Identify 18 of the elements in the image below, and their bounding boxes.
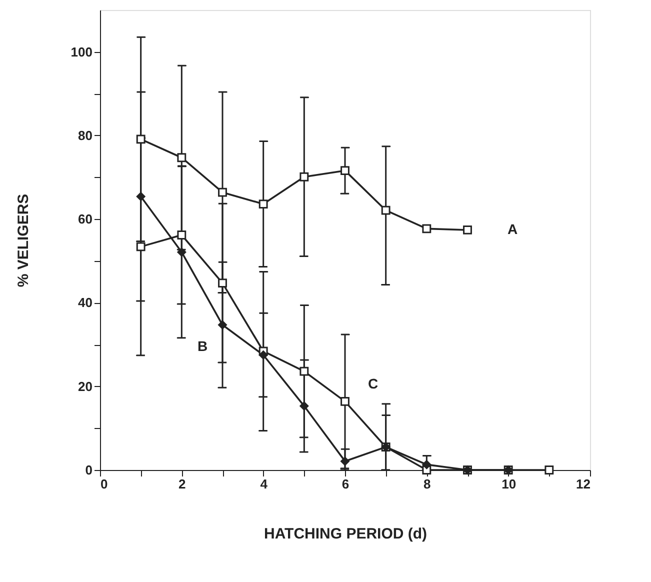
y-tick-label: 60 (78, 212, 92, 227)
y-axis-title: % VELIGERS (14, 194, 32, 288)
x-tick-label: 6 (342, 476, 350, 492)
series-label: C (368, 375, 378, 392)
y-tick-label: 20 (78, 378, 92, 394)
x-tick-label: 8 (424, 476, 431, 492)
x-tick-label: 0 (100, 476, 108, 492)
x-tick-label: 4 (260, 476, 268, 492)
series-label: B (197, 338, 208, 354)
x-axis-title: HATCHING PERIOD (d) (264, 526, 428, 542)
y-tick-label: 80 (78, 128, 92, 143)
x-tick-label: 12 (576, 476, 590, 492)
y-tick-label: 40 (78, 295, 92, 310)
x-tick-label: 10 (502, 476, 516, 492)
y-tick-label: 0 (85, 462, 92, 478)
x-tick-label: 2 (178, 476, 186, 492)
y-tick-label: 100 (70, 44, 92, 60)
text: A (507, 220, 518, 237)
